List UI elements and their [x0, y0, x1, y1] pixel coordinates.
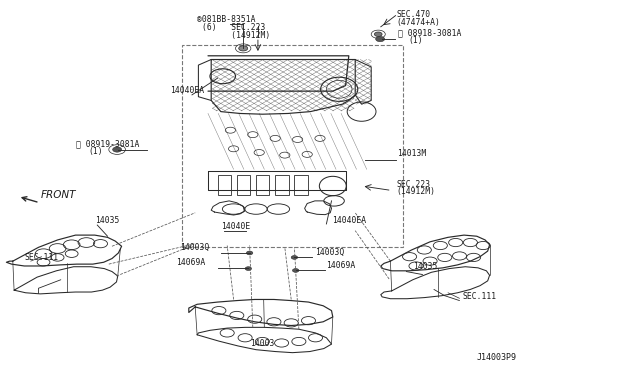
Text: ®081BB-8351A: ®081BB-8351A	[197, 15, 255, 24]
Bar	[256, 175, 269, 195]
Circle shape	[248, 132, 258, 138]
Text: 14003Q: 14003Q	[180, 243, 210, 252]
Text: (1): (1)	[88, 147, 103, 156]
Text: Ⓝ 08919-3081A: Ⓝ 08919-3081A	[76, 140, 139, 149]
Circle shape	[239, 46, 248, 51]
Circle shape	[225, 127, 236, 133]
Text: 14040EA: 14040EA	[332, 216, 366, 225]
Text: (14912M): (14912M)	[397, 187, 436, 196]
Text: 14003Q: 14003Q	[315, 248, 344, 257]
Text: 14040E: 14040E	[221, 222, 250, 231]
Text: 14069A: 14069A	[176, 258, 205, 267]
Text: (1): (1)	[408, 36, 423, 45]
Text: FRONT: FRONT	[40, 190, 76, 200]
Circle shape	[254, 150, 264, 155]
Circle shape	[245, 267, 252, 270]
Text: SEC.223: SEC.223	[397, 180, 431, 189]
Bar	[237, 175, 250, 195]
Text: SEC.470: SEC.470	[397, 10, 431, 19]
Circle shape	[315, 135, 325, 141]
Circle shape	[302, 151, 312, 157]
Text: J14003P9: J14003P9	[477, 353, 517, 362]
Text: (47474+A): (47474+A)	[397, 18, 441, 27]
Text: 14069A: 14069A	[326, 261, 356, 270]
Circle shape	[292, 137, 303, 142]
Circle shape	[113, 147, 122, 152]
Circle shape	[280, 152, 290, 158]
Circle shape	[291, 256, 298, 259]
Circle shape	[228, 146, 239, 152]
Bar	[182, 45, 403, 247]
Text: Ⓝ 08918-3081A: Ⓝ 08918-3081A	[398, 28, 461, 37]
Circle shape	[270, 135, 280, 141]
Text: 14040EA: 14040EA	[170, 86, 204, 95]
Text: 14013M: 14013M	[397, 149, 426, 158]
Text: 14035: 14035	[413, 262, 437, 271]
Text: 14035: 14035	[95, 216, 119, 225]
Bar	[275, 175, 289, 195]
Text: (14912M): (14912M)	[202, 31, 271, 40]
Text: (6)   SEC.223: (6) SEC.223	[202, 23, 266, 32]
Bar	[218, 175, 231, 195]
Text: 14003: 14003	[250, 339, 274, 348]
Circle shape	[246, 251, 253, 255]
Circle shape	[374, 32, 382, 36]
Circle shape	[376, 36, 385, 42]
Bar	[294, 175, 308, 195]
Circle shape	[292, 269, 299, 272]
Text: SEC.111: SEC.111	[24, 253, 58, 262]
Text: SEC.111: SEC.111	[462, 292, 496, 301]
